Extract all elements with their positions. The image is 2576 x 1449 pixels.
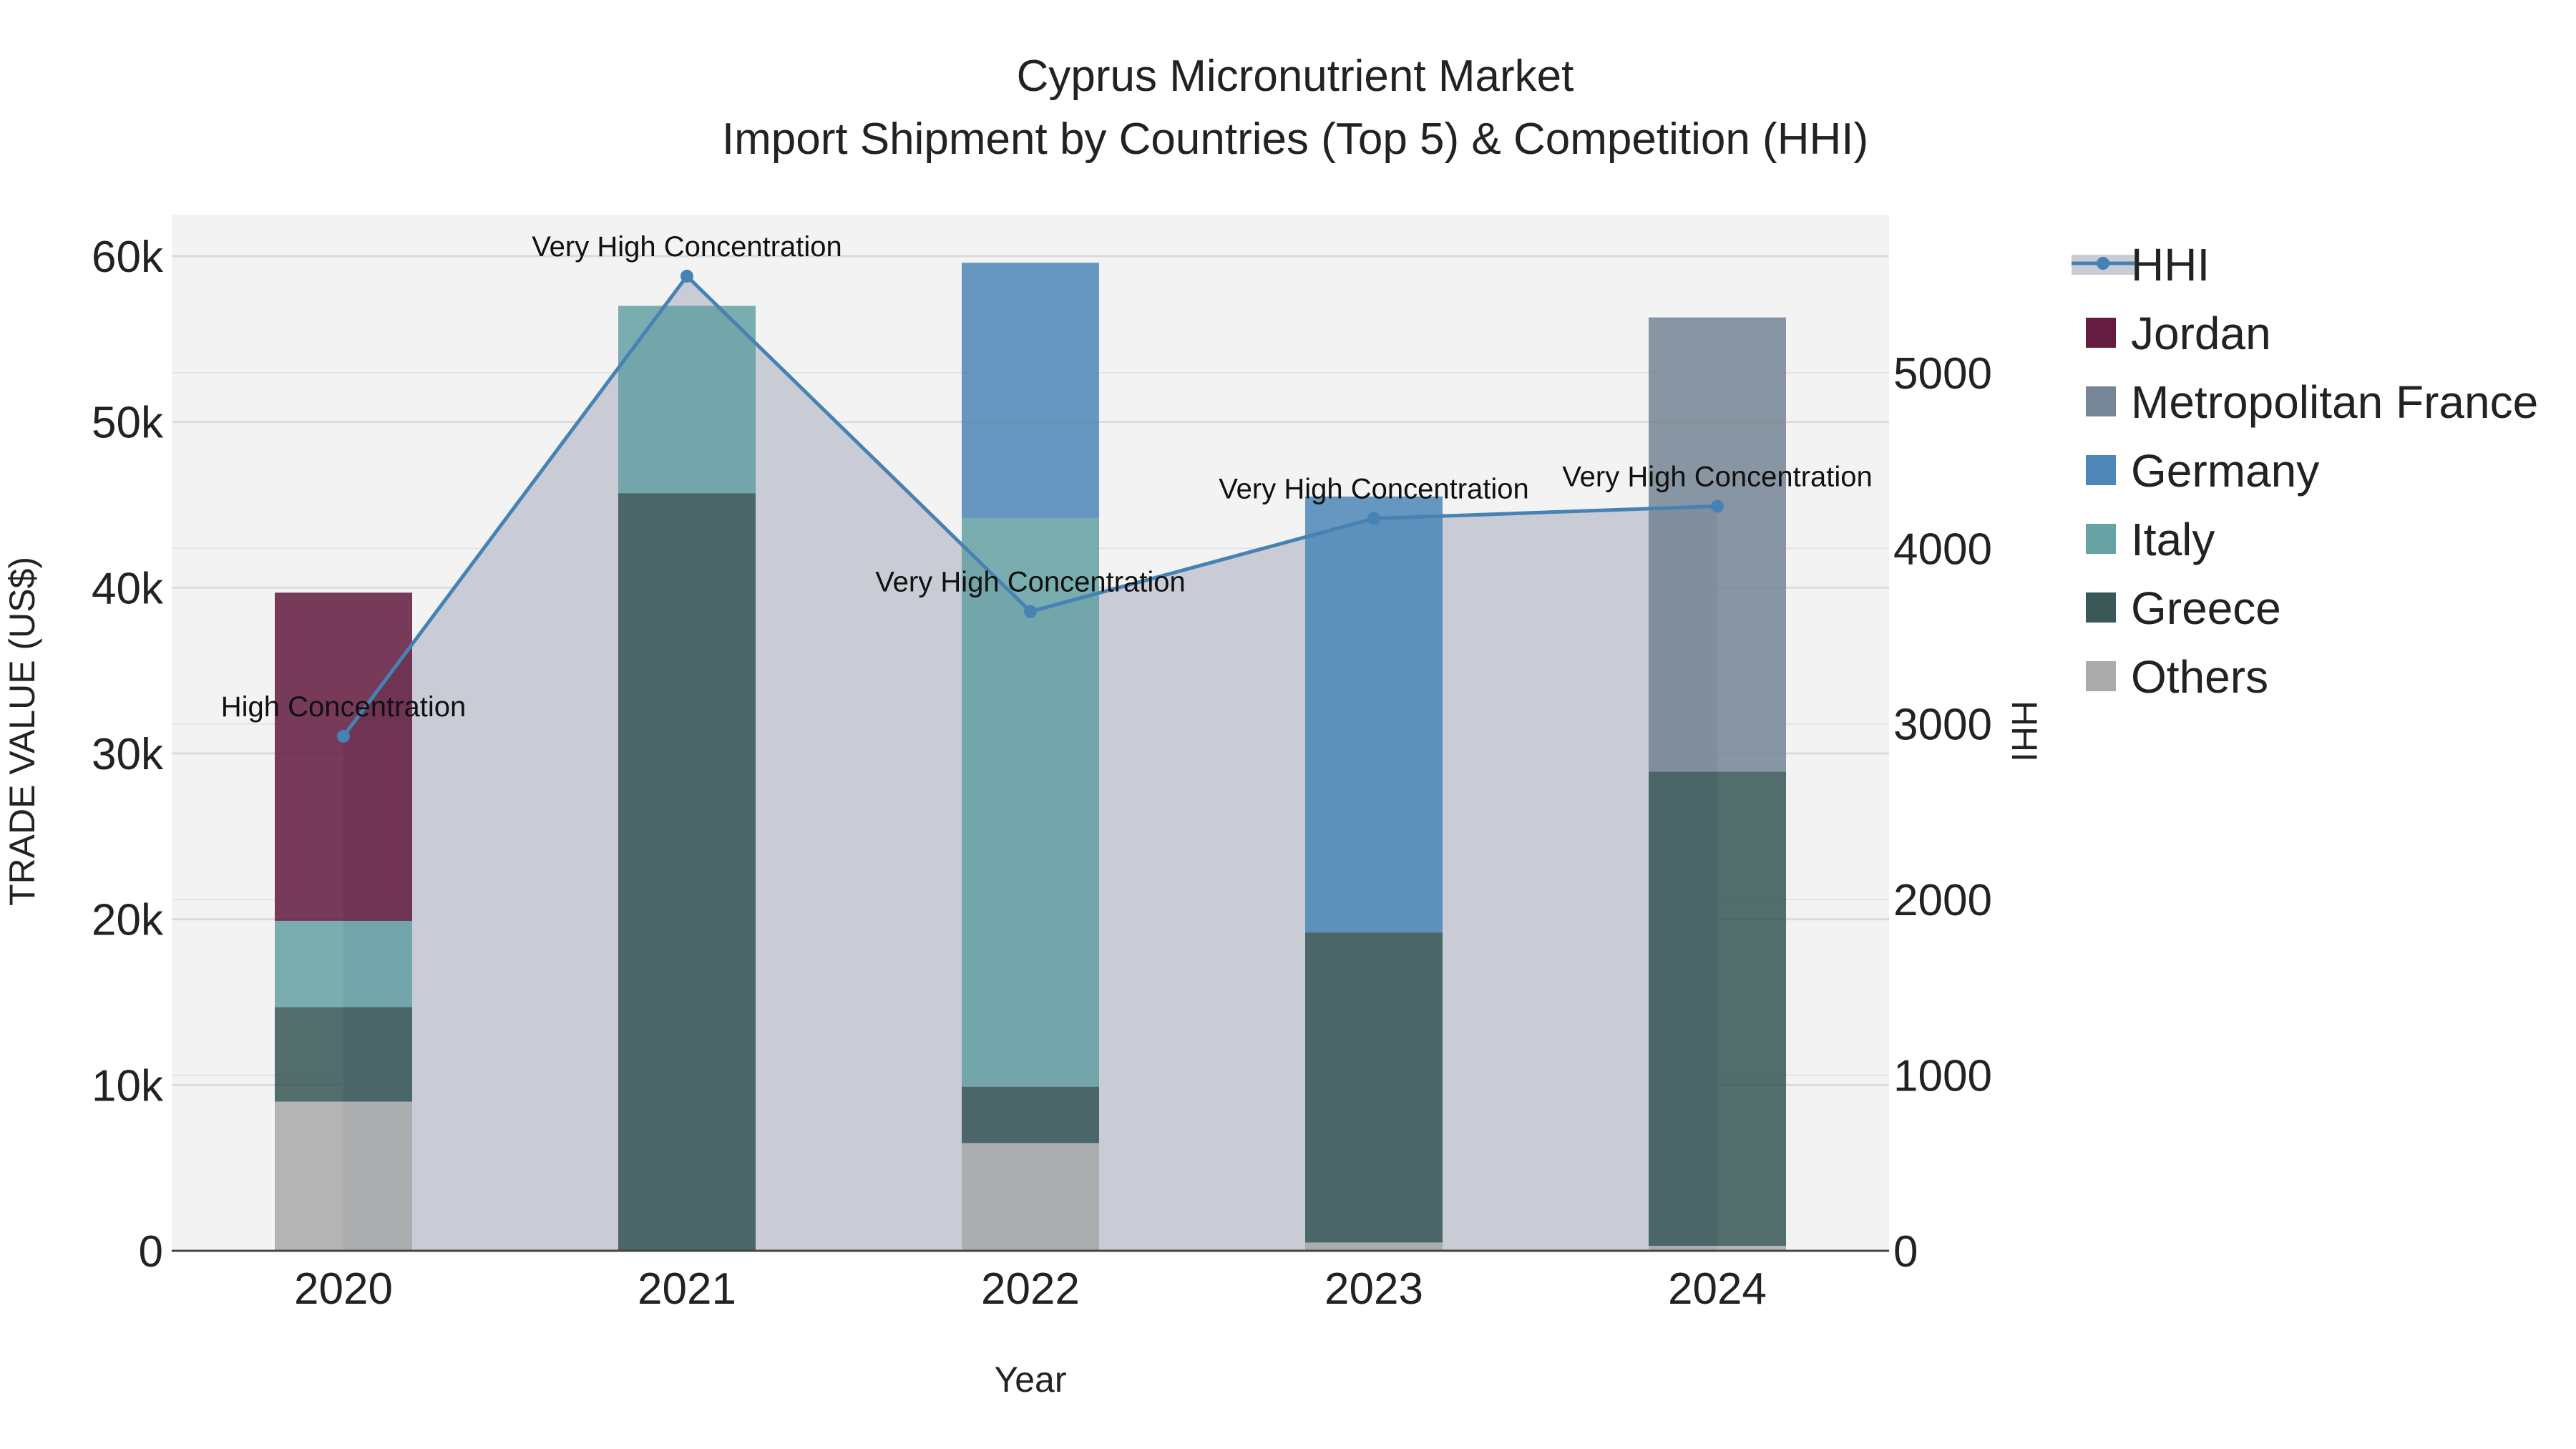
legend-swatch-italy — [2086, 524, 2116, 554]
x-axis-title: Year — [994, 1360, 1066, 1400]
bar-others-2020 — [275, 1101, 412, 1251]
hhi-annotation-2021: Very High Concentration — [532, 231, 842, 263]
legend-label-germany: Germany — [2131, 445, 2319, 497]
axes-layer: 0 10k 20k 30k 40k 50k 60k 0 1000 2000 3000 4000 5000… — [92, 233, 1992, 1314]
bar-metropolitan-france-2024 — [1649, 317, 1786, 772]
x-tick-label-2020: 2020 — [294, 1264, 393, 1314]
y-tick-label: 50k — [92, 399, 164, 448]
hhi-marker-2020 — [337, 729, 350, 743]
legend-swatch-hhi-marker — [2097, 257, 2109, 270]
hhi-annotation-2023: Very High Concentration — [1219, 474, 1529, 505]
hhi-annotation-2024: Very High Concentration — [1562, 461, 1873, 492]
bar-greece-2023 — [1305, 932, 1443, 1243]
hhi-marker-2021 — [680, 269, 693, 283]
y-tick-label: 60k — [92, 233, 164, 282]
bar-greece-2024 — [1649, 771, 1786, 1246]
chart-subtitle: Import Shipment by Countries (Top 5) & C… — [722, 114, 1868, 164]
legend-label-metropolitan-france: Metropolitan France — [2131, 376, 2538, 428]
bar-germany-2023 — [1305, 496, 1443, 933]
bar-greece-2020 — [275, 1007, 412, 1102]
legend-label-hhi: HHI — [2131, 239, 2210, 291]
bar-others-2024 — [1649, 1246, 1786, 1251]
legend-swatch-germany — [2086, 455, 2116, 485]
legend-label-greece: Greece — [2131, 582, 2281, 634]
bar-italy-2020 — [275, 920, 412, 1008]
bar-italy-2022 — [962, 517, 1099, 1087]
legend-swatch-jordan — [2086, 318, 2116, 348]
y-tick-label: 30k — [92, 730, 164, 779]
bar-greece-2021 — [618, 493, 756, 1251]
hhi-marker-2024 — [1711, 499, 1724, 513]
legend-swatch-others — [2086, 661, 2116, 691]
y-axis-title: TRADE VALUE (US$) — [2, 557, 42, 906]
y-tick-label: 40k — [92, 564, 164, 613]
hhi-line-layer: High Concentration Very High Concentratio… — [221, 231, 1873, 743]
chart-title: Cyprus Micronutrient Market — [1017, 52, 1574, 101]
bar-germany-2022 — [962, 263, 1099, 518]
hhi-annotation-2020: High Concentration — [221, 691, 466, 723]
hhi-marker-2023 — [1367, 512, 1380, 525]
x-tick-label-2023: 2023 — [1324, 1264, 1423, 1314]
y2-tick-label: 4000 — [1893, 525, 1992, 574]
x-tick-label-2022: 2022 — [981, 1264, 1080, 1314]
legend-label-others: Others — [2131, 651, 2268, 703]
y2-tick-label: 1000 — [1893, 1052, 1992, 1101]
legend-label-jordan: Jordan — [2131, 308, 2271, 359]
bar-greece-2022 — [962, 1086, 1099, 1143]
y2-axis-title: HHI — [2004, 701, 2044, 762]
y2-tick-label: 2000 — [1893, 876, 1992, 925]
legend-label-italy: Italy — [2131, 514, 2215, 565]
x-tick-label-2021: 2021 — [638, 1264, 736, 1314]
legend-swatch-metropolitan-france — [2086, 386, 2116, 416]
hhi-annotation-2022: Very High Concentration — [875, 567, 1186, 598]
bar-jordan-2020 — [275, 592, 412, 921]
x-tick-label-2024: 2024 — [1668, 1264, 1767, 1314]
legend-swatch-greece — [2086, 592, 2116, 623]
y2-tick-label: 5000 — [1893, 349, 1992, 399]
bar-others-2023 — [1305, 1242, 1443, 1251]
y-tick-label: 10k — [92, 1061, 164, 1111]
y-tick-label: 20k — [92, 896, 164, 945]
bar-others-2022 — [962, 1143, 1099, 1251]
hhi-marker-2022 — [1024, 605, 1037, 618]
y2-tick-label: 3000 — [1893, 701, 1992, 750]
y-tick-label: 0 — [139, 1227, 163, 1277]
y2-tick-label: 0 — [1893, 1227, 1918, 1277]
legend: HHI Jordan Metropolitan France Germany Italy… — [2072, 239, 2538, 703]
bar-italy-2021 — [618, 306, 756, 494]
